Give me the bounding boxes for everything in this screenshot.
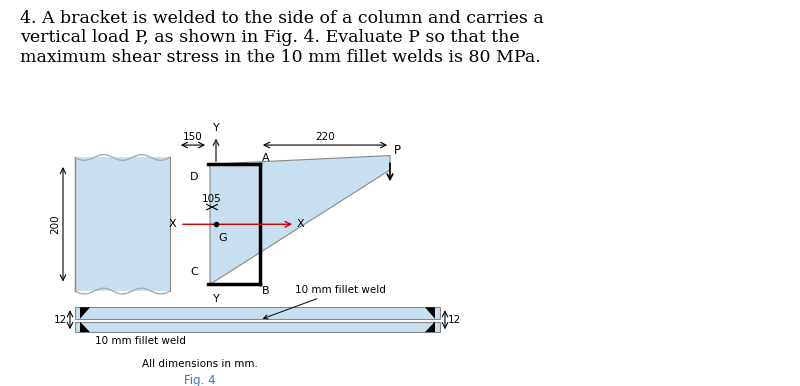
Text: 150: 150	[183, 132, 203, 142]
Text: 105: 105	[202, 194, 222, 204]
Text: A: A	[262, 153, 270, 163]
Text: Fig. 4: Fig. 4	[184, 374, 216, 386]
Text: X: X	[297, 219, 305, 229]
Bar	[75, 157, 170, 291]
Text: 220: 220	[315, 132, 335, 142]
Text: G: G	[218, 233, 226, 243]
Text: 10 mm fillet weld: 10 mm fillet weld	[95, 335, 186, 345]
Text: 10 mm fillet weld: 10 mm fillet weld	[264, 285, 386, 319]
Polygon shape	[210, 156, 390, 284]
Polygon shape	[80, 322, 90, 332]
Polygon shape	[425, 322, 435, 332]
Text: X: X	[168, 219, 176, 229]
Text: 12: 12	[54, 315, 67, 325]
Text: 4. A bracket is welded to the side of a column and carries a
vertical load P, as: 4. A bracket is welded to the side of a …	[20, 10, 544, 66]
Text: Y: Y	[213, 123, 219, 133]
Text: P: P	[394, 144, 401, 157]
Bar	[75, 322, 440, 332]
Text: B: B	[262, 286, 270, 296]
Text: 12: 12	[448, 315, 462, 325]
Bar	[75, 307, 440, 319]
Text: C: C	[190, 267, 198, 277]
Text: 200: 200	[50, 215, 60, 234]
Polygon shape	[80, 307, 90, 319]
Polygon shape	[425, 307, 435, 319]
Text: Y: Y	[213, 295, 219, 305]
Text: All dimensions in mm.: All dimensions in mm.	[142, 359, 258, 369]
Text: D: D	[190, 172, 198, 182]
